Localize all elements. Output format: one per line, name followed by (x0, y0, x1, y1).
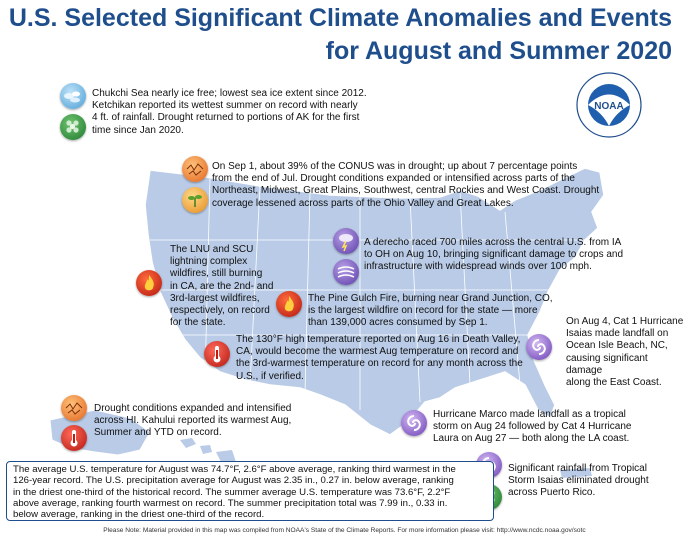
footer-note: Please Note: Material provided in this m… (103, 527, 586, 534)
event-line: On Aug 4, Cat 1 Hurricane (566, 316, 684, 327)
event-pine-gulch: The Pine Gulch Fire, burning near Grand … (308, 293, 578, 330)
drought-icon (182, 156, 208, 182)
event-line: The Pine Gulch Fire, burning near Grand … (308, 293, 553, 304)
event-line: Laura on Aug 27 — both along the LA coas… (433, 433, 630, 445)
event-line: lightning complex (170, 256, 248, 268)
wildfire-icon (276, 291, 302, 317)
plant-icon (182, 187, 208, 213)
event-line: causing significant damage (566, 352, 648, 376)
event-line: across HI. Kahului reported its warmest … (94, 415, 292, 427)
event-line: The 130°F high temperature reported on A… (236, 334, 521, 345)
event-death-valley: The 130°F high temperature reported on A… (236, 334, 566, 383)
noaa-logo: NOAA (576, 72, 642, 138)
event-line: in CA, are the 2nd- and (170, 280, 274, 292)
event-line: Northeast, Midwest, Great Plains, Southw… (212, 185, 600, 197)
thermometer-icon (204, 341, 230, 367)
state-borders (150, 177, 590, 410)
event-derecho: A derecho raced 700 miles across the cen… (364, 237, 664, 274)
event-line: 3rd-largest wildfires, (170, 292, 260, 304)
event-line: the 3rd-warmest temperature on record fo… (236, 358, 523, 370)
summary-line: below average, ranking in the driest one… (13, 509, 265, 521)
drought-icon (61, 395, 87, 421)
event-line: CA, would become the warmest Aug tempera… (236, 346, 519, 358)
event-line: time since Jan 2020. (92, 124, 184, 136)
event-line: 4 ft. of rainfall. Drought returned to p… (92, 112, 360, 124)
event-conus: On Sep 1, about 39% of the CONUS was in … (212, 161, 632, 210)
event-isaias: On Aug 4, Cat 1 Hurricane Isaias made la… (566, 316, 686, 389)
event-line: storm on Aug 24 followed by Cat 4 Hurric… (433, 421, 632, 433)
event-marco-laura: Hurricane Marco made landfall as a tropi… (433, 409, 683, 446)
event-line: coverage lessened across parts of the Oh… (212, 197, 514, 209)
event-line: Significant rainfall from Tropical (508, 463, 647, 474)
event-line: for the state. (170, 317, 226, 329)
event-line: across Puerto Rico. (508, 487, 596, 499)
ice-icon (60, 83, 86, 109)
event-line: Storm Isaias eliminated drought (508, 475, 649, 487)
summary-box: The average U.S. temperature for August … (6, 461, 494, 521)
event-line: Ocean Isle Beach, NC, (566, 340, 668, 352)
conus-shape (144, 167, 605, 436)
event-line: Isaias made landfall on (566, 328, 669, 340)
summary-line: The average U.S. temperature for August … (13, 464, 456, 475)
event-line: U.S., if verified. (236, 370, 304, 382)
hawaii-shape (180, 438, 236, 464)
event-line: The LNU and SCU (170, 244, 254, 255)
puerto-rico-shape (560, 468, 592, 478)
event-line: On Sep 1, about 39% of the CONUS was in … (212, 161, 578, 172)
summary-line: 126-year record. The U.S. precipitation … (13, 475, 454, 487)
wildfire-icon (136, 270, 162, 296)
event-lnu-scu: The LNU and SCU lightning complex wildfi… (170, 244, 280, 329)
event-line: Ketchikan reported its wettest summer on… (92, 100, 358, 112)
event-line: along the East Coast. (566, 377, 662, 389)
event-line: Chukchi Sea nearly ice free; lowest sea … (92, 88, 367, 99)
event-line: to OH on Aug 10, bringing significant da… (364, 249, 624, 261)
event-hawaii: Drought conditions expanded and intensif… (94, 403, 344, 440)
event-line: wildfires, still burning (170, 268, 263, 280)
event-line: Hurricane Marco made landfall as a tropi… (433, 409, 626, 420)
event-puerto-rico: Significant rainfall from Tropical Storm… (508, 463, 688, 500)
event-line: is the largest wildfire on record for th… (308, 305, 538, 317)
rain-icon (60, 114, 86, 140)
wind-icon (333, 259, 359, 285)
page-title: U.S. Selected Significant Climate Anomal… (8, 4, 672, 32)
noaa-logo-text: NOAA (594, 101, 623, 112)
event-line: Summer and YTD on record. (94, 427, 222, 439)
summary-line: in the driest one-third of the historica… (13, 486, 451, 498)
thermometer-icon (61, 425, 87, 451)
event-line: Drought conditions expanded and intensif… (94, 403, 292, 414)
event-line: from the end of Jul. Drought conditions … (212, 173, 575, 185)
page-subtitle: for August and Summer 2020 (325, 37, 672, 65)
event-line: respectively, on record (170, 305, 270, 317)
hurricane-icon (401, 410, 427, 436)
event-line: infrastructure with widespread winds ove… (364, 261, 592, 273)
event-line: than 139,000 acres consumed by Sep 1. (308, 317, 488, 329)
event-line: A derecho raced 700 miles across the cen… (364, 237, 622, 248)
hurricane-icon (526, 334, 552, 360)
summary-line: above average, ranking fourth warmest on… (13, 497, 448, 509)
derecho-icon (333, 228, 359, 254)
event-alaska: Chukchi Sea nearly ice free; lowest sea … (92, 88, 392, 137)
